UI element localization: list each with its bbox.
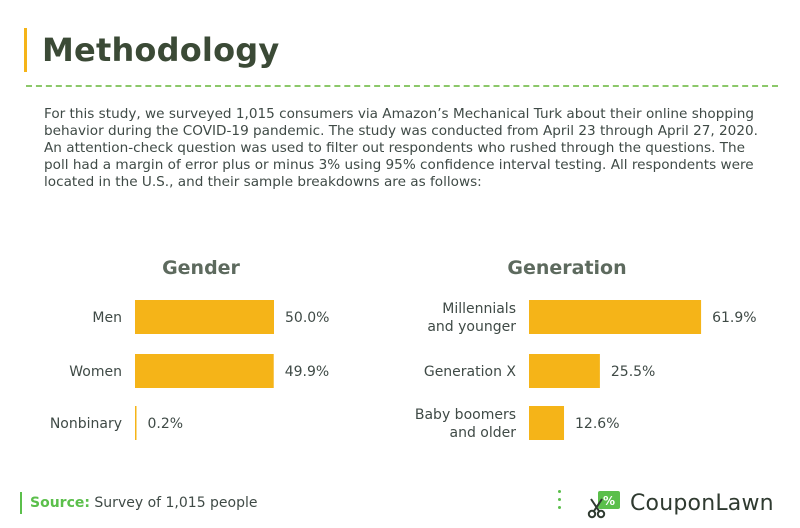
source-label: Source: bbox=[30, 495, 90, 511]
page-title: Methodology bbox=[42, 31, 280, 69]
gender-value-label: 49.9% bbox=[285, 364, 329, 380]
source-text: Survey of 1,015 people bbox=[94, 495, 258, 511]
brand-name: CouponLawn bbox=[630, 491, 774, 516]
generation-category-label: Millennials and younger bbox=[427, 301, 516, 335]
gender-category-label: Women bbox=[69, 364, 122, 380]
vertical-dots-divider bbox=[558, 490, 562, 516]
gender-value-label: 50.0% bbox=[285, 310, 329, 326]
gender-bar bbox=[135, 406, 137, 440]
source-accent-bar bbox=[20, 492, 22, 514]
gender-chart-title: Gender bbox=[162, 257, 240, 279]
gender-value-label: 0.2% bbox=[148, 416, 184, 432]
gender-category-label: Nonbinary bbox=[50, 416, 122, 432]
gender-category-label: Men bbox=[92, 310, 122, 326]
svg-text:%: % bbox=[603, 494, 615, 508]
generation-category-label: Generation X bbox=[424, 364, 517, 380]
generation-value-label: 12.6% bbox=[575, 416, 619, 432]
generation-bar bbox=[529, 406, 565, 440]
generation-value-label: 61.9% bbox=[712, 310, 756, 326]
generation-category-label: Baby boomers and older bbox=[415, 407, 516, 441]
breakdown-charts: Gender Men 50.0% Women 49.9% Nonbinary 0.2% Gen… bbox=[50, 257, 757, 441]
gender-bar bbox=[135, 300, 274, 334]
coupon-scissors-percent-icon: % bbox=[587, 491, 620, 519]
generation-bar bbox=[529, 300, 702, 334]
source-note: Source: Survey of 1,015 people bbox=[30, 494, 258, 512]
generation-value-label: 25.5% bbox=[611, 364, 655, 380]
generation-chart-title: Generation bbox=[507, 257, 626, 279]
gender-bar bbox=[135, 354, 274, 388]
dashed-divider bbox=[26, 85, 778, 87]
intro-paragraph: For this study, we surveyed 1,015 consum… bbox=[44, 106, 758, 190]
generation-bar bbox=[529, 354, 600, 388]
title-accent-bar bbox=[24, 28, 27, 72]
